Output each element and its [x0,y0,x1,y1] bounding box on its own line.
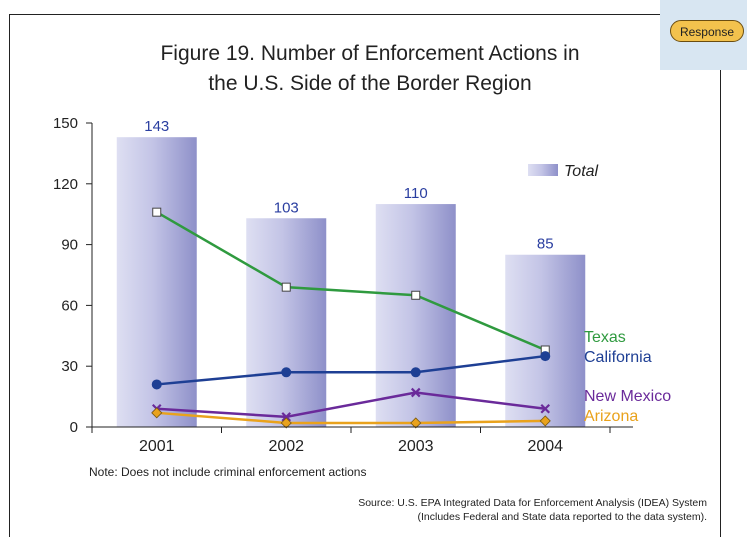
series-line-new-mexico [156,391,546,419]
series-line-texas [156,211,546,352]
marker-arizona [151,407,163,419]
y-tick-label: 120 [53,176,78,193]
series-line-arizona [156,411,546,425]
y-tick-label: 30 [61,358,78,375]
chart-frame [9,14,721,537]
marker-texas [281,282,291,292]
marker-texas [411,290,421,300]
series-line-california [156,354,546,386]
marker-new-mexico [540,403,551,414]
marker-new-mexico [410,387,421,398]
x-tick-label: 2004 [527,438,563,455]
y-tick-label: 90 [61,237,78,254]
series-labels: Texas California New Mexico Arizona [584,329,671,425]
marker-california [151,379,162,390]
series-label-arizona: Arizona [584,408,638,425]
chart-title-line-1: Figure 19. Number of Enforcement Actions… [160,42,579,65]
x-axis: 2001 2002 2003 2004 [91,426,633,455]
bar-total [505,254,586,427]
legend-total-swatch [528,164,558,176]
bar-total [116,137,197,428]
x-tick-label: 2002 [268,438,304,455]
marker-new-mexico [281,412,292,422]
chart-source-line-1: Source: U.S. EPA Integrated Data for Enf… [358,497,707,509]
bar-value-label: 110 [404,185,428,202]
y-tick-label: 150 [53,115,78,132]
series-label-texas: Texas [584,329,626,346]
bar-value-label: 143 [144,118,169,135]
marker-texas [152,207,162,217]
series-lines [151,207,551,429]
marker-arizona [410,417,422,429]
x-tick-label: 2001 [139,438,175,455]
x-tick-label: 2003 [398,438,434,455]
bar-total [375,204,456,427]
chart-note: Note: Does not include criminal enforcem… [89,465,366,479]
chart-title-line-2: the U.S. Side of the Border Region [208,72,531,95]
marker-california [281,367,292,378]
chart-source-line-2: (Includes Federal and State data reporte… [418,511,708,523]
marker-arizona [280,417,292,429]
response-button[interactable]: Response [670,20,744,42]
y-tick-label: 0 [70,419,78,436]
series-label-california: California [584,349,652,366]
series-label-new-mexico: New Mexico [584,388,671,405]
bar-value-label: 103 [274,199,299,216]
legend-total-label: Total [564,163,599,180]
marker-california [540,351,551,362]
marker-california [410,367,421,378]
y-axis: 0 30 60 90 120 150 [53,115,93,436]
marker-arizona [539,415,551,427]
y-tick-label: 60 [61,297,78,314]
bar-total [246,218,327,427]
bar-value-label: 85 [537,236,554,253]
bars: 143 103 110 85 [116,118,586,428]
